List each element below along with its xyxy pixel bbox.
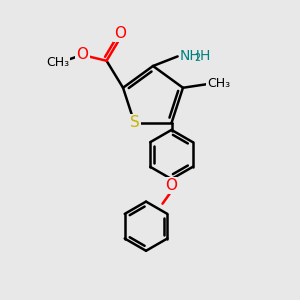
Text: O: O xyxy=(166,178,178,193)
Text: S: S xyxy=(130,116,140,130)
Text: H: H xyxy=(200,49,210,62)
Text: O: O xyxy=(114,26,126,41)
Text: NH: NH xyxy=(180,49,201,62)
Text: CH₃: CH₃ xyxy=(207,77,230,90)
Text: 2: 2 xyxy=(194,53,201,64)
Text: CH₃: CH₃ xyxy=(46,56,69,69)
Text: O: O xyxy=(76,47,88,62)
